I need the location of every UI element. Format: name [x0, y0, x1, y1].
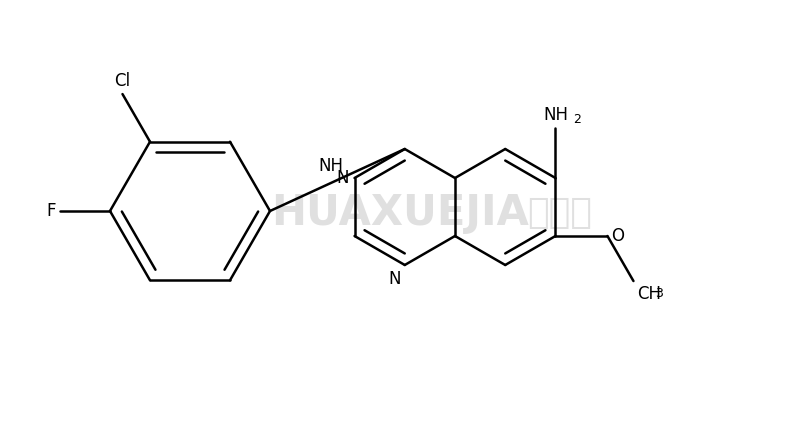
- Text: Cl: Cl: [114, 72, 130, 90]
- Text: HUAXUEJIA: HUAXUEJIA: [271, 192, 529, 234]
- Text: 化学加: 化学加: [527, 196, 593, 230]
- Text: N: N: [388, 270, 401, 288]
- Text: NH: NH: [543, 106, 568, 124]
- Text: CH: CH: [638, 285, 662, 303]
- Text: O: O: [611, 227, 625, 245]
- Text: 2: 2: [574, 113, 582, 126]
- Text: N: N: [336, 169, 349, 187]
- Text: F: F: [46, 202, 56, 220]
- Text: 3: 3: [655, 287, 663, 300]
- Text: NH: NH: [318, 157, 344, 176]
